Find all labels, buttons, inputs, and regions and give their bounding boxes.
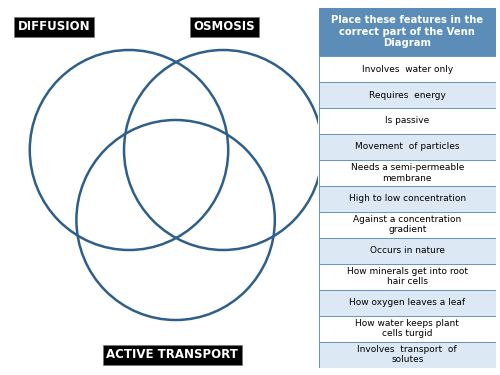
Text: OSMOSIS: OSMOSIS xyxy=(194,21,255,33)
Text: How oxygen leaves a leaf: How oxygen leaves a leaf xyxy=(349,298,466,307)
FancyBboxPatch shape xyxy=(318,8,496,368)
Text: Occurs in nature: Occurs in nature xyxy=(370,246,445,255)
Text: ACTIVE TRANSPORT: ACTIVE TRANSPORT xyxy=(106,348,238,361)
Text: Movement  of particles: Movement of particles xyxy=(355,142,460,152)
Text: How water keeps plant
cells turgid: How water keeps plant cells turgid xyxy=(356,319,459,338)
Text: High to low concentration: High to low concentration xyxy=(348,194,466,203)
Text: Involves  transport  of
solutes: Involves transport of solutes xyxy=(358,345,457,364)
Text: Is passive: Is passive xyxy=(385,117,430,126)
FancyBboxPatch shape xyxy=(318,8,496,56)
FancyBboxPatch shape xyxy=(318,134,496,160)
FancyBboxPatch shape xyxy=(318,290,496,316)
Text: Requires  energy: Requires energy xyxy=(369,90,446,99)
FancyBboxPatch shape xyxy=(318,82,496,108)
Text: Needs a semi-permeable
membrane: Needs a semi-permeable membrane xyxy=(350,163,464,183)
Text: Against a concentration
gradient: Against a concentration gradient xyxy=(353,215,462,234)
FancyBboxPatch shape xyxy=(318,238,496,264)
FancyBboxPatch shape xyxy=(318,186,496,212)
FancyBboxPatch shape xyxy=(318,56,496,82)
FancyBboxPatch shape xyxy=(318,316,496,342)
Text: DIFFUSION: DIFFUSION xyxy=(18,21,90,33)
FancyBboxPatch shape xyxy=(318,160,496,186)
FancyBboxPatch shape xyxy=(318,342,496,368)
Text: Place these features in the
correct part of the Venn
Diagram: Place these features in the correct part… xyxy=(331,15,484,48)
FancyBboxPatch shape xyxy=(318,264,496,290)
Text: Involves  water only: Involves water only xyxy=(362,64,453,74)
FancyBboxPatch shape xyxy=(318,108,496,134)
Text: How minerals get into root
hair cells: How minerals get into root hair cells xyxy=(347,267,468,286)
FancyBboxPatch shape xyxy=(318,212,496,238)
